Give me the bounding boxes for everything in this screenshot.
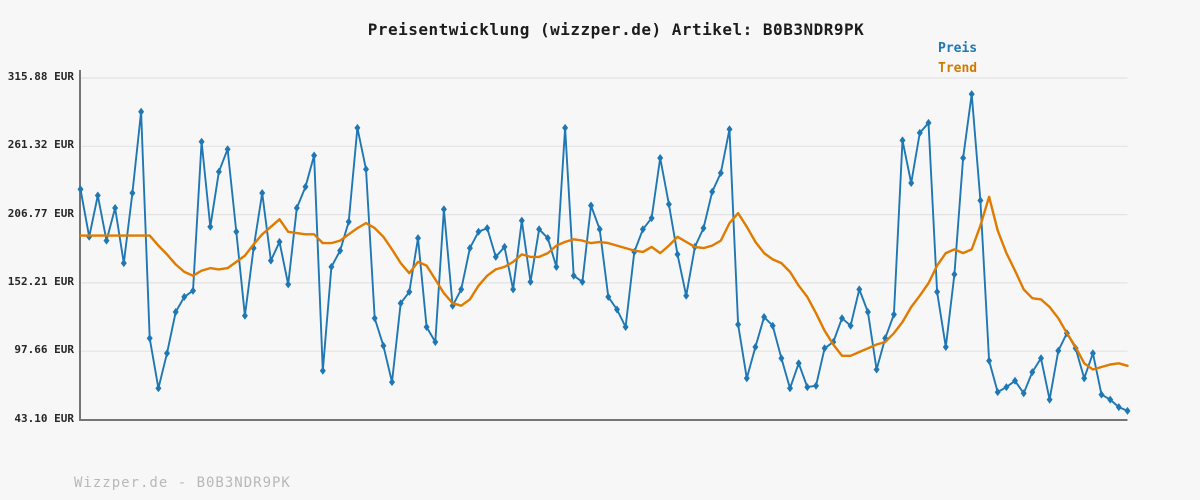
- legend-item-trend: Trend: [938, 61, 978, 76]
- chart-legend: Preis Trend: [938, 39, 977, 79]
- legend-item-preis: Preis: [938, 41, 978, 56]
- y-tick-label: 152.21 EUR: [7, 274, 74, 288]
- y-tick-label: 43.10 EUR: [14, 411, 74, 425]
- price-markers: [77, 90, 1131, 415]
- y-tick-label: 97.66 EUR: [14, 343, 74, 357]
- price-line: [79, 93, 1129, 412]
- y-tick-label: 315.88 EUR: [7, 70, 74, 83]
- y-axis-labels: 315.88 EUR 261.32 EUR 206.77 EUR 152.21 EUR…: [0, 0, 74, 500]
- y-tick-label: 206.77 EUR: [7, 206, 74, 220]
- watermark: Wizzper.de - B0B3NDR9PK: [74, 475, 291, 491]
- chart-title: Preisentwicklung (wizzper.de) Artikel: B…: [367, 20, 865, 39]
- y-tick-label: 261.32 EUR: [7, 138, 74, 152]
- trend-line: [79, 195, 1129, 371]
